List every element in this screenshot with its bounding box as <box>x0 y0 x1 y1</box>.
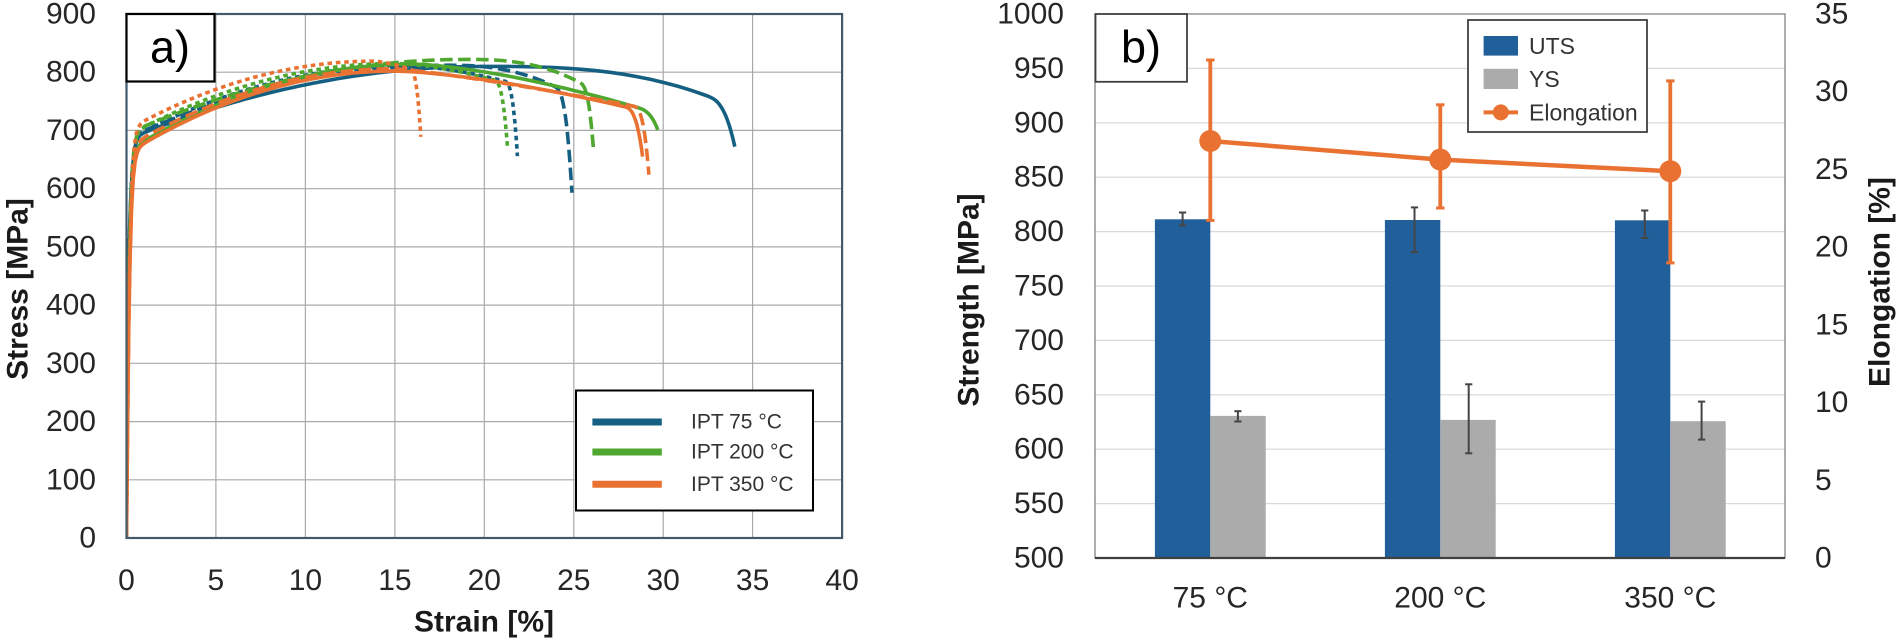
svg-text:IPT 350 °C: IPT 350 °C <box>691 473 794 496</box>
svg-text:Strength [MPa]: Strength [MPa] <box>953 193 986 406</box>
svg-text:35: 35 <box>1815 0 1848 31</box>
svg-text:IPT 75 °C: IPT 75 °C <box>691 411 782 434</box>
svg-text:700: 700 <box>1014 324 1064 357</box>
svg-text:b): b) <box>1121 22 1161 73</box>
svg-text:15: 15 <box>1815 308 1848 341</box>
svg-text:Strain [%]: Strain [%] <box>414 606 554 639</box>
svg-text:20: 20 <box>1815 231 1848 264</box>
svg-text:200: 200 <box>46 405 96 438</box>
svg-text:25: 25 <box>1815 153 1848 186</box>
svg-text:5: 5 <box>208 564 225 597</box>
svg-text:750: 750 <box>1014 270 1064 303</box>
svg-text:900: 900 <box>46 0 96 31</box>
svg-text:400: 400 <box>46 289 96 322</box>
svg-text:5: 5 <box>1815 464 1832 497</box>
svg-text:0: 0 <box>118 564 135 597</box>
svg-text:Stress [MPa]: Stress [MPa] <box>2 198 35 380</box>
svg-text:UTS: UTS <box>1529 33 1575 59</box>
svg-text:600: 600 <box>1014 433 1064 466</box>
svg-text:350 °C: 350 °C <box>1624 582 1716 615</box>
svg-text:200 °C: 200 °C <box>1394 582 1486 615</box>
svg-text:YS: YS <box>1529 66 1560 92</box>
svg-text:10: 10 <box>1815 386 1848 419</box>
svg-text:10: 10 <box>289 564 322 597</box>
svg-text:550: 550 <box>1014 487 1064 520</box>
svg-text:300: 300 <box>46 347 96 380</box>
svg-text:100: 100 <box>46 463 96 496</box>
svg-text:700: 700 <box>46 114 96 147</box>
svg-text:500: 500 <box>1014 542 1064 575</box>
svg-text:30: 30 <box>1815 75 1848 108</box>
svg-text:850: 850 <box>1014 161 1064 194</box>
svg-text:IPT 200 °C: IPT 200 °C <box>691 441 794 464</box>
svg-text:900: 900 <box>1014 106 1064 139</box>
svg-text:Elongation: Elongation <box>1529 99 1638 125</box>
svg-text:15: 15 <box>378 564 411 597</box>
svg-text:40: 40 <box>825 564 858 597</box>
svg-text:25: 25 <box>557 564 590 597</box>
svg-text:20: 20 <box>468 564 501 597</box>
svg-text:600: 600 <box>46 172 96 205</box>
svg-text:0: 0 <box>79 522 96 555</box>
svg-text:0: 0 <box>1815 542 1832 575</box>
svg-text:a): a) <box>150 22 190 73</box>
svg-text:1000: 1000 <box>997 0 1064 31</box>
svg-text:Elongation [%]: Elongation [%] <box>1864 177 1897 387</box>
svg-text:75 °C: 75 °C <box>1173 582 1248 615</box>
svg-text:30: 30 <box>647 564 680 597</box>
svg-text:800: 800 <box>1014 215 1064 248</box>
svg-text:950: 950 <box>1014 52 1064 85</box>
svg-text:650: 650 <box>1014 378 1064 411</box>
svg-text:500: 500 <box>46 230 96 263</box>
svg-text:800: 800 <box>46 56 96 89</box>
svg-text:35: 35 <box>736 564 769 597</box>
